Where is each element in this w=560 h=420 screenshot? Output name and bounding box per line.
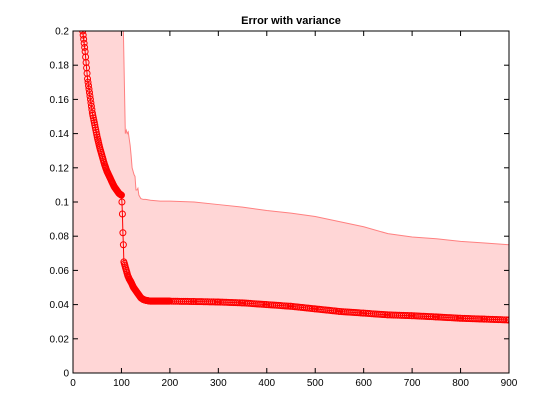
series-point bbox=[84, 78, 92, 86]
series-point bbox=[209, 298, 217, 306]
x-tick-label: 600 bbox=[355, 378, 372, 389]
x-tick-label: 200 bbox=[162, 378, 179, 389]
x-tick-label: 300 bbox=[210, 378, 227, 389]
variance-band-edge bbox=[122, 31, 509, 246]
series-point bbox=[85, 89, 93, 97]
x-tick-label: 0 bbox=[70, 378, 76, 389]
x-tick-label: 700 bbox=[404, 378, 421, 389]
y-tick-label: 0.16 bbox=[50, 95, 70, 106]
x-tick-label: 400 bbox=[258, 378, 275, 389]
series-point bbox=[502, 316, 509, 324]
x-tick-label: 100 bbox=[113, 378, 130, 389]
series-point bbox=[87, 99, 95, 107]
series-point bbox=[403, 312, 411, 320]
series-point bbox=[79, 31, 87, 35]
series-point bbox=[82, 58, 90, 66]
series-point bbox=[79, 31, 87, 39]
series-point bbox=[234, 299, 242, 307]
y-tick-label: 0 bbox=[63, 369, 69, 380]
series-point bbox=[80, 39, 88, 47]
series-point bbox=[476, 315, 484, 323]
variance-band-fill bbox=[73, 31, 509, 373]
series-point bbox=[83, 64, 91, 72]
series-point bbox=[478, 315, 486, 323]
series-point bbox=[85, 82, 93, 90]
y-tick-label: 0.02 bbox=[50, 334, 70, 345]
y-tick-label: 0.1 bbox=[55, 198, 69, 209]
series-point bbox=[117, 191, 125, 199]
series-point bbox=[83, 69, 91, 77]
series-point bbox=[119, 229, 127, 237]
x-tick-label: 800 bbox=[452, 378, 469, 389]
chart-title: Error with variance bbox=[241, 15, 341, 27]
series-point bbox=[505, 316, 509, 324]
series-point bbox=[119, 241, 127, 249]
series-point bbox=[82, 53, 90, 61]
series-point bbox=[85, 85, 93, 93]
series-point bbox=[84, 75, 92, 83]
variance-band-layer bbox=[73, 31, 509, 373]
axes-layer: 0 100 200 300 400 500 600 700 800 900 0 0.02 0.04 0.0… bbox=[50, 27, 518, 390]
series-point bbox=[87, 102, 95, 110]
series-point bbox=[236, 299, 244, 307]
y-tick-label: 0.18 bbox=[50, 61, 70, 72]
x-tick-label: 500 bbox=[307, 378, 324, 389]
series-point bbox=[86, 95, 94, 103]
series-point bbox=[80, 35, 88, 43]
series-layer bbox=[79, 31, 509, 324]
x-tick-label: 900 bbox=[501, 378, 518, 389]
y-tick-label: 0.2 bbox=[55, 27, 69, 38]
y-tick-label: 0.04 bbox=[50, 300, 70, 311]
series-point bbox=[118, 198, 126, 206]
series-point bbox=[81, 48, 89, 56]
series-point bbox=[211, 298, 219, 306]
series-point bbox=[86, 92, 94, 100]
series-point bbox=[118, 210, 126, 218]
y-tick-label: 0.12 bbox=[50, 163, 70, 174]
series-point bbox=[185, 297, 193, 305]
y-tick-label: 0.14 bbox=[50, 129, 70, 140]
series-point bbox=[187, 297, 195, 305]
series-point bbox=[405, 312, 413, 320]
series-point bbox=[500, 316, 508, 324]
y-tick-label: 0.06 bbox=[50, 266, 70, 277]
series-point bbox=[81, 43, 89, 51]
y-tick-label: 0.08 bbox=[50, 232, 70, 243]
